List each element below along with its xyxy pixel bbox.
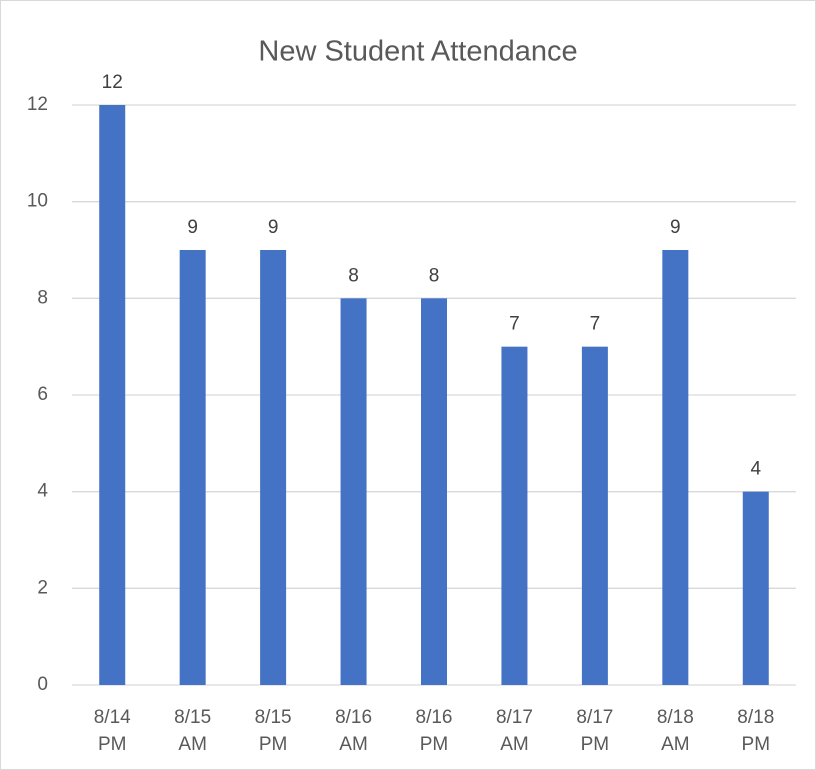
x-tick-label: 8/17 AM [496, 707, 533, 755]
x-tick-label: 8/16 PM [416, 707, 453, 755]
x-tick-label: 8/16 AM [335, 707, 372, 755]
data-label: 4 [750, 459, 761, 480]
x-tick-label: 8/15 PM [255, 707, 292, 755]
y-tick-label: 12 [27, 94, 48, 115]
data-label: 7 [590, 314, 601, 335]
data-label: 9 [670, 217, 681, 238]
bar [501, 346, 528, 685]
y-tick-label: 10 [27, 191, 48, 212]
x-tick-label: 8/14 PM [94, 707, 131, 755]
x-tick-label: 8/18 AM [657, 707, 694, 755]
x-tick-label: 8/15 AM [174, 707, 211, 755]
data-label: 8 [348, 265, 359, 286]
bar [662, 250, 689, 685]
data-label: 9 [187, 217, 198, 238]
y-tick-label: 0 [37, 674, 48, 695]
bar [581, 346, 608, 685]
bar [742, 491, 769, 685]
bar [421, 298, 447, 685]
y-tick-label: 4 [37, 481, 48, 502]
bar [99, 105, 126, 685]
chart-title: New Student Attendance [258, 36, 577, 68]
bar [260, 250, 287, 685]
x-tick-label: 8/18 PM [737, 707, 774, 755]
data-label: 9 [268, 217, 279, 238]
data-label: 12 [102, 72, 123, 93]
y-tick-label: 6 [37, 384, 48, 405]
y-tick-label: 2 [37, 577, 48, 598]
y-tick-label: 8 [37, 287, 48, 308]
data-label: 7 [509, 314, 520, 335]
x-tick-label: 8/17 PM [576, 707, 613, 755]
bar [340, 298, 367, 685]
bar [179, 250, 206, 685]
data-label: 8 [429, 265, 440, 286]
